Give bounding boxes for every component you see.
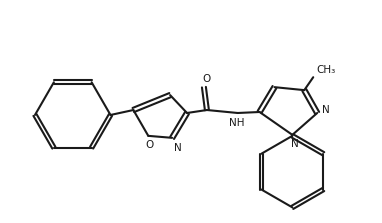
Text: N: N [291, 139, 299, 149]
Text: N: N [174, 143, 182, 153]
Text: CH₃: CH₃ [317, 65, 336, 75]
Text: O: O [145, 140, 154, 150]
Text: O: O [203, 74, 211, 84]
Text: NH: NH [229, 118, 244, 128]
Text: N: N [322, 105, 330, 115]
